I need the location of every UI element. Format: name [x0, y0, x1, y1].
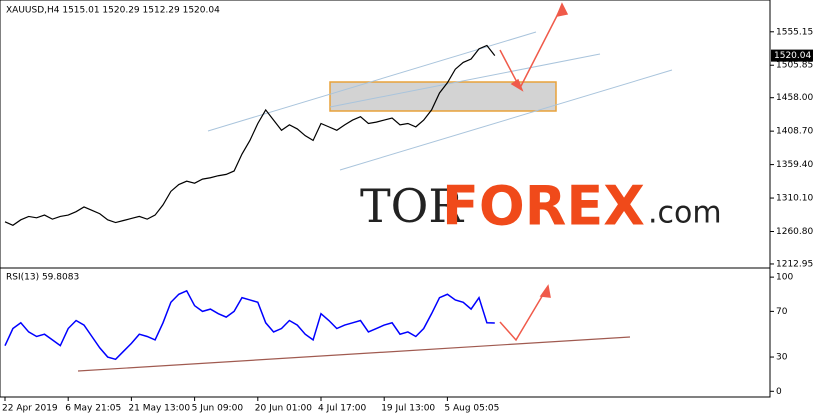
- rsi-title: RSI(13) 59.8083: [6, 273, 79, 283]
- x-tick-label: 5 Jun 09:00: [192, 404, 244, 414]
- x-tick-label: 22 Apr 2019: [2, 404, 58, 414]
- chart-title: XAUUSD,H4 1515.01 1520.29 1512.29 1520.0…: [6, 6, 220, 16]
- y-tick-label: 1260.80: [776, 227, 813, 237]
- y-tick-label: 1408.70: [776, 127, 813, 137]
- y-tick-label: 1310.10: [776, 194, 813, 204]
- price-label: 1520.04: [774, 51, 811, 61]
- watermark-main: FOREX: [442, 175, 645, 238]
- watermark-left: TOR: [360, 179, 464, 233]
- y-tick-label: 100: [776, 273, 793, 283]
- line: [4, 44, 496, 226]
- channel-line: [329, 53, 601, 108]
- arrow-head: [510, 78, 524, 92]
- y-tick-label: 1458.00: [776, 93, 813, 103]
- arrow-head: [555, 2, 569, 18]
- x-tick-label: 21 May 13:00: [128, 404, 190, 414]
- x-tick-label: 20 Jun 01:00: [255, 404, 312, 414]
- y-tick-label: 1212.95: [776, 259, 813, 269]
- y-tick-label: 1359.40: [776, 160, 813, 170]
- arrow-head: [539, 284, 551, 298]
- rsi-trendline: [77, 336, 631, 372]
- price-box: [771, 49, 813, 62]
- x-tick-label: 5 Aug 05:05: [444, 404, 499, 414]
- arrow: [519, 5, 563, 89]
- y-tick-label: 1555.15: [776, 27, 813, 37]
- x-tick-label: 6 May 21:05: [65, 404, 121, 414]
- channel-line: [339, 69, 673, 171]
- y-tick-label: 1505.85: [776, 61, 813, 71]
- line: [4, 289, 495, 361]
- y-tick-label: 30: [776, 353, 788, 363]
- zone: [329, 81, 557, 112]
- y-tick-label: 70: [776, 307, 788, 317]
- plot-frame: [0, 0, 771, 398]
- arrows: [499, 2, 569, 342]
- watermark-right: .com: [648, 196, 722, 231]
- y-tick-label: 0: [776, 387, 782, 397]
- x-tick-label: 4 Jul 17:00: [318, 404, 367, 414]
- arrow: [499, 287, 548, 342]
- x-tick-label: 19 Jul 13:00: [381, 404, 435, 414]
